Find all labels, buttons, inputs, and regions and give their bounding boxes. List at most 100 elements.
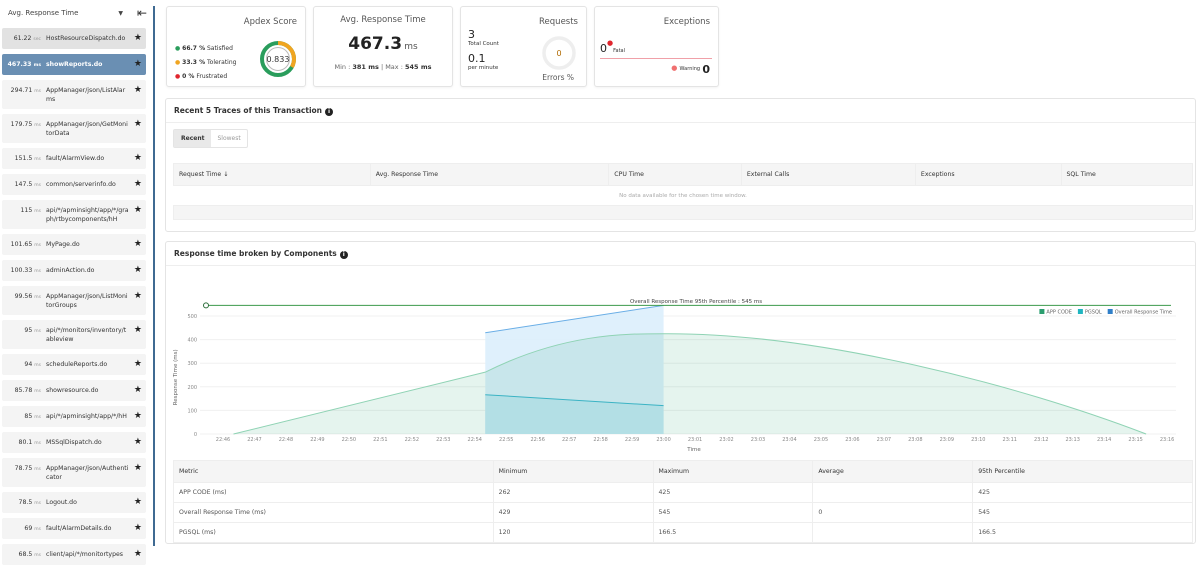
transaction-name: MSSqlDispatch.do [46, 439, 102, 446]
transaction-time: 467.33 ms [7, 61, 41, 68]
star-icon[interactable]: ★ [133, 59, 142, 69]
transaction-item[interactable]: 61.22 sec HostResourceDispatch.do ★ [2, 28, 146, 49]
star-icon[interactable]: ★ [133, 291, 142, 301]
avg-response-value: 467.3 [348, 34, 403, 54]
transaction-name: adminAction.do [46, 267, 95, 274]
transaction-time: 294.71 ms [10, 87, 41, 94]
transaction-item[interactable]: 85.78 ms showresource.do ★ [2, 380, 146, 401]
avg-response-unit: ms [404, 42, 418, 52]
transaction-item[interactable]: 100.33 ms adminAction.do ★ [2, 260, 146, 281]
star-icon[interactable]: ★ [133, 463, 142, 473]
apdex-tolerating: ● 33.3 % Tolerating [175, 59, 237, 66]
transaction-item[interactable]: 467.33 ms showReports.do ★ [2, 54, 146, 75]
star-icon[interactable]: ★ [133, 497, 142, 507]
transaction-item[interactable]: 179.75 ms AppManager/json/GetMonitorData ★ [2, 114, 146, 143]
transaction-name: common/serverinfo.do [46, 181, 116, 188]
star-icon[interactable]: ★ [133, 239, 142, 249]
traces-title: Recent 5 Traces of this Transaction i [166, 99, 1195, 123]
legend-item: Overall Response Time [1115, 310, 1172, 316]
transaction-name: showresource.do [46, 387, 99, 394]
star-icon[interactable]: ★ [133, 411, 142, 421]
star-icon[interactable]: ★ [133, 205, 142, 215]
x-tick-label: 23:02 [719, 437, 733, 443]
transaction-item[interactable]: 69 ms fault/AlarmDetails.do ★ [2, 518, 146, 539]
transaction-item[interactable]: 99.56 ms AppManager/json/ListMonitorGroup… [2, 286, 146, 315]
y-tick-label: 500 [187, 314, 197, 320]
y-tick-label: 100 [187, 408, 197, 414]
star-icon[interactable]: ★ [133, 437, 142, 447]
transaction-time: 94 ms [24, 361, 41, 368]
transaction-item[interactable]: 101.65 ms MyPage.do ★ [2, 234, 146, 255]
transaction-item[interactable]: 68.5 ms client/api/*/monitortypes ★ [2, 544, 146, 565]
sort-select[interactable]: Avg. Response Time ▼ [2, 4, 151, 22]
x-tick-label: 23:04 [782, 437, 796, 443]
star-icon[interactable]: ★ [133, 359, 142, 369]
star-icon[interactable]: ★ [133, 385, 142, 395]
transaction-item[interactable]: 80.1 ms MSSqlDispatch.do ★ [2, 432, 146, 453]
transaction-item[interactable]: 85 ms api/*/apminsight/app/*/hH ★ [2, 406, 146, 427]
tab-recent[interactable]: Recent [174, 130, 212, 147]
star-icon[interactable]: ★ [133, 153, 142, 163]
star-icon[interactable]: ★ [133, 549, 142, 559]
x-tick-label: 23:01 [688, 437, 702, 443]
requests-title: Requests [539, 17, 578, 27]
table-cell [812, 482, 974, 503]
rate-value: 0.1 [468, 52, 486, 65]
pgsql-line [485, 394, 664, 407]
x-tick-label: 22:47 [247, 437, 261, 443]
x-tick-label: 22:54 [468, 437, 482, 443]
transaction-item[interactable]: 78.5 ms Logout.do ★ [2, 492, 146, 513]
tab-slowest[interactable]: Slowest [217, 135, 241, 142]
star-icon[interactable]: ★ [133, 119, 142, 129]
x-tick-label: 22:52 [405, 437, 419, 443]
column-header[interactable]: Avg. Response Time [369, 163, 610, 186]
x-tick-label: 22:57 [562, 437, 576, 443]
column-header: Minimum [492, 460, 654, 483]
x-tick-label: 22:56 [530, 437, 544, 443]
column-header[interactable]: SQL Time [1060, 163, 1193, 186]
transaction-name: showReports.do [46, 61, 103, 68]
transaction-name: AppManager/json/Authenticator [46, 465, 129, 481]
transaction-time: 61.22 sec [13, 35, 41, 42]
transaction-item[interactable]: 94 ms scheduleReports.do ★ [2, 354, 146, 375]
x-tick-label: 23:03 [751, 437, 765, 443]
table-cell: 120 [492, 522, 654, 543]
star-icon[interactable]: ★ [133, 33, 142, 43]
transaction-time: 95 ms [24, 327, 41, 334]
x-tick-label: 22:58 [593, 437, 607, 443]
transaction-item[interactable]: 294.71 ms AppManager/json/ListAlarms ★ [2, 80, 146, 109]
star-icon[interactable]: ★ [133, 85, 142, 95]
table-row: APP CODE (ms) 262 425 425 [173, 482, 1193, 503]
star-icon[interactable]: ★ [133, 179, 142, 189]
column-header: 95th Percentile [972, 460, 1193, 483]
column-header[interactable]: External Calls [740, 163, 916, 186]
rate-label: per minute [468, 65, 499, 71]
column-header[interactable]: CPU Time [608, 163, 742, 186]
components-table: Metric Minimum Maximum Average 95th Percenti… [173, 460, 1193, 543]
transaction-time: 69 ms [24, 525, 41, 532]
column-header: Metric [173, 460, 494, 483]
star-icon[interactable]: ★ [133, 523, 142, 533]
column-header[interactable]: Request Time ↓ [173, 163, 371, 186]
star-icon[interactable]: ★ [133, 325, 142, 335]
transaction-item[interactable]: 95 ms api/*/monitors/inventory/tableview ★ [2, 320, 146, 349]
traces-panel: Recent 5 Traces of this Transaction i Rec… [165, 98, 1196, 232]
table-cell: 425 [972, 482, 1193, 503]
transaction-item[interactable]: 115 ms api/*/apminsight/app/*/graph/rtbyc… [2, 200, 146, 229]
collapse-sidebar-icon[interactable]: ⇤ [136, 6, 147, 20]
transaction-item[interactable]: 78.75 ms AppManager/json/Authenticator ★ [2, 458, 146, 487]
x-tick-label: 23:06 [845, 437, 859, 443]
star-icon[interactable]: ★ [133, 265, 142, 275]
info-icon: i [339, 251, 348, 259]
transaction-item[interactable]: 147.5 ms common/serverinfo.do ★ [2, 174, 146, 195]
table-row: PGSQL (ms) 120 166.5 166.5 [173, 522, 1193, 543]
components-title: Response time broken by Components i [166, 242, 1195, 266]
y-axis-label: Response Time (ms) [173, 349, 179, 405]
table-cell [812, 522, 974, 543]
overall-line [485, 304, 664, 334]
components-panel: Response time broken by Components i 0 100… [165, 241, 1196, 544]
x-tick-label: 23:08 [908, 437, 922, 443]
column-header[interactable]: Exceptions [914, 163, 1062, 186]
transaction-item[interactable]: 151.5 ms fault/AlarmView.do ★ [2, 148, 146, 169]
transaction-name: api/*/apminsight/app/*/graph/rtbycompone… [46, 207, 129, 223]
